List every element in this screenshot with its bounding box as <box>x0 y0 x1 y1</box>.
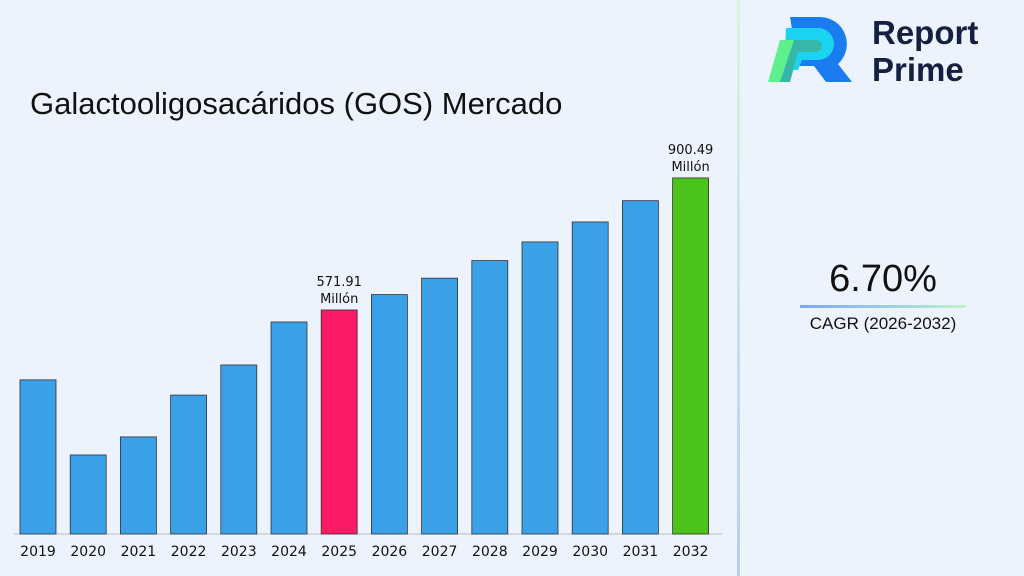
x-tick-label: 2027 <box>422 544 458 560</box>
bar-2027 <box>421 277 459 535</box>
x-tick-label: 2023 <box>221 544 257 560</box>
x-tick-label: 2025 <box>321 544 357 560</box>
x-tick-label: 2021 <box>121 544 157 560</box>
bar-2028 <box>471 260 509 535</box>
bar-chart: 2019 2020 2021 2022 2023 2024 2025 571.91 Millón… <box>14 143 722 560</box>
x-tick-label: 2020 <box>70 544 106 560</box>
divider <box>737 0 740 576</box>
cagr-underline <box>800 305 966 308</box>
x-tick-label: 2019 <box>20 544 56 560</box>
x-tick-label: 2024 <box>271 544 307 560</box>
bar-2031 <box>622 200 659 535</box>
x-tick-label: 2022 <box>171 544 207 560</box>
x-tick-label: 2026 <box>372 544 408 560</box>
brand-line-1: Report <box>872 14 979 51</box>
bar-2021 <box>120 436 157 535</box>
x-tick-label: 2032 <box>673 544 709 560</box>
bar-2023 <box>220 364 258 535</box>
bar-2024 <box>270 321 308 535</box>
x-tick-label: 2031 <box>623 544 659 560</box>
bar-2026 <box>370 294 408 535</box>
bar-2020 <box>69 454 107 535</box>
cagr-panel: 6.70% CAGR (2026-2032) <box>800 258 966 334</box>
bar-2029 <box>521 241 559 535</box>
bar-2025 <box>320 309 358 535</box>
x-tick-label: 2030 <box>572 544 608 560</box>
data-label-value: 900.49 <box>668 143 714 158</box>
cagr-label: CAGR (2026-2032) <box>809 314 957 333</box>
bar-2032 <box>672 177 709 535</box>
data-label-unit: Millón <box>320 292 358 307</box>
bar-2022 <box>170 394 208 535</box>
x-tick-label: 2028 <box>472 544 508 560</box>
brand-name: Report Prime <box>872 14 978 88</box>
bar-2030 <box>571 221 609 535</box>
brand-line-2: Prime <box>872 51 964 88</box>
bar-2019 <box>19 379 57 535</box>
data-label-unit: Millón <box>671 160 709 175</box>
data-label-value: 571.91 <box>316 275 362 290</box>
chart-title: Galactooligosacáridos (GOS) Mercado <box>30 86 563 121</box>
report-prime-logo-icon <box>768 17 852 82</box>
cagr-value: 6.70% <box>829 258 937 300</box>
x-tick-label: 2029 <box>522 544 558 560</box>
